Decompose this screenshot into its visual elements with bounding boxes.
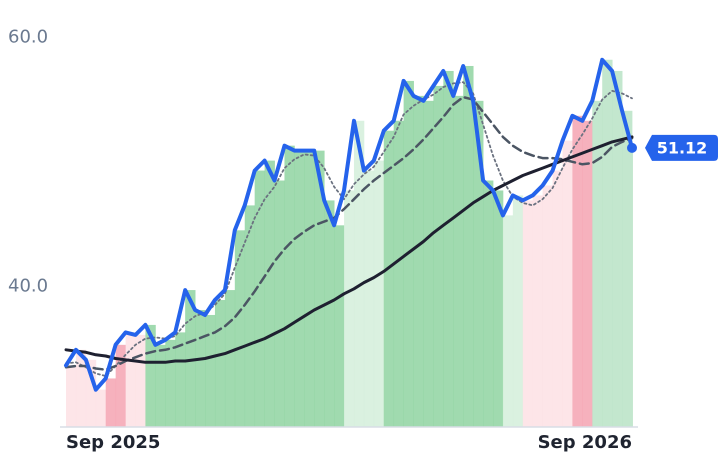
trend-band	[304, 150, 315, 427]
trend-band	[363, 170, 375, 427]
trend-band	[95, 389, 107, 427]
trend-band	[205, 314, 216, 427]
trend-band	[373, 160, 385, 427]
trend-band	[105, 378, 117, 427]
trend-band	[552, 170, 563, 427]
value-label: 51.12	[657, 138, 708, 157]
trend-band	[492, 190, 504, 427]
trend-band	[125, 332, 136, 427]
trend-band	[75, 349, 87, 427]
series-line	[64, 95, 634, 371]
x-tick-label: Sep 2025	[66, 432, 160, 453]
trend-band	[185, 290, 196, 427]
trend-band	[85, 359, 97, 427]
trend-band	[244, 205, 256, 427]
trend-band	[274, 180, 285, 427]
trend-band	[463, 65, 474, 428]
value-pill	[645, 134, 718, 161]
trend-band	[254, 170, 265, 427]
trend-band	[135, 334, 146, 427]
trend-band	[473, 100, 484, 427]
trend-band	[483, 180, 494, 427]
trend-band	[393, 120, 405, 428]
trend-band	[612, 70, 623, 428]
trend-band	[602, 59, 613, 428]
trend-band	[453, 95, 464, 427]
trend-band	[582, 120, 593, 428]
y-tick-label: 60.0	[8, 26, 48, 47]
trend-band	[383, 130, 395, 427]
trend-band	[522, 200, 534, 427]
x-tick-label: Sep 2026	[538, 432, 632, 453]
series-line	[64, 135, 634, 364]
trend-band	[324, 200, 335, 427]
trend-band	[294, 150, 305, 427]
trend-band	[334, 225, 345, 427]
trend-band	[413, 95, 424, 427]
trend-band	[512, 195, 524, 427]
trend-band	[542, 185, 553, 427]
trend-band	[433, 85, 444, 428]
trend-band	[195, 309, 206, 427]
trend-band	[502, 215, 514, 427]
trend-band	[532, 195, 544, 427]
trend-band	[572, 115, 583, 427]
trend-band	[66, 365, 77, 427]
trend-band	[264, 160, 275, 427]
trend-band	[234, 230, 246, 427]
last-point	[627, 142, 637, 153]
trend-band	[284, 145, 295, 427]
trend-band	[175, 332, 186, 427]
trend-band	[353, 120, 365, 428]
trend-band	[344, 190, 355, 427]
trend-band	[165, 339, 176, 427]
trend-band	[632, 147, 633, 428]
trend-band	[562, 140, 573, 427]
trend-band	[622, 110, 633, 427]
y-tick-label: 40.0	[8, 275, 48, 296]
trend-band	[145, 324, 156, 427]
trend-band	[314, 150, 325, 427]
trend-band	[155, 344, 166, 427]
trend-band	[224, 290, 236, 427]
series-line	[65, 81, 633, 377]
series-line	[64, 57, 634, 392]
trend-band	[423, 100, 434, 427]
trend-band	[592, 100, 603, 427]
trend-band	[443, 70, 454, 428]
trend-band	[115, 344, 126, 427]
trend-band	[214, 300, 226, 427]
